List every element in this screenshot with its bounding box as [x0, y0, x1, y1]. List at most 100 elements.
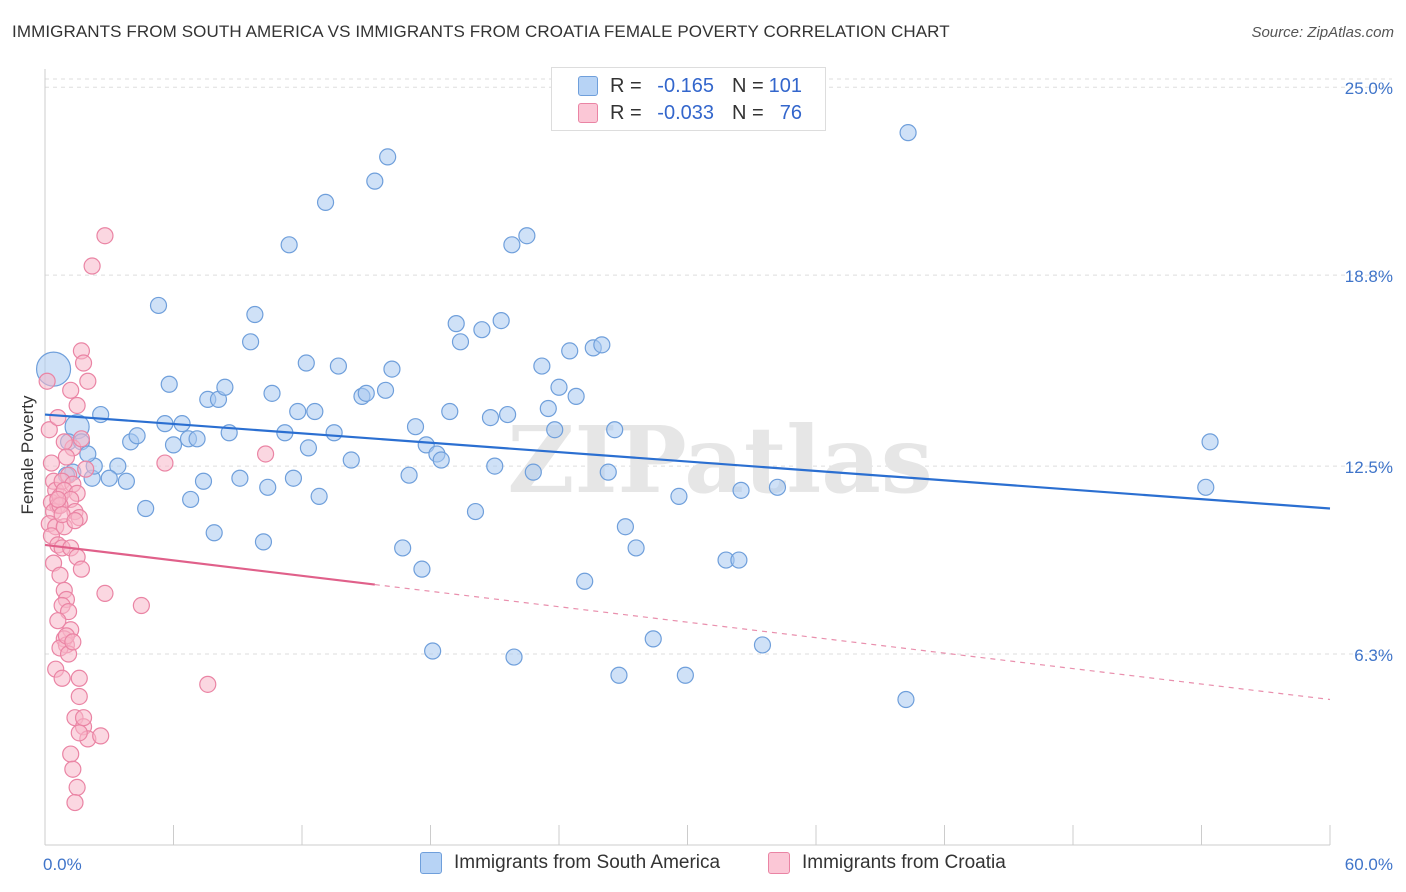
legend-label: Immigrants from South America — [454, 852, 721, 873]
blue-point — [160, 375, 178, 393]
legend-row-croatia: R = -0.033 N = 76 — [552, 101, 825, 125]
blue-point — [297, 354, 315, 372]
pink-point — [156, 454, 174, 472]
r-value: -0.165 — [657, 74, 714, 97]
blue-point — [644, 630, 662, 648]
legend-swatch-blue — [420, 852, 442, 874]
blue-point — [606, 421, 624, 439]
correlation-legend: R = -0.165 N = 101 R = -0.033 N = 76 — [551, 67, 826, 131]
blue-point — [466, 502, 485, 521]
blue-point — [117, 472, 135, 490]
blue-point — [451, 333, 470, 351]
blue-point — [550, 378, 568, 396]
pink-point — [62, 381, 80, 399]
pink-point — [57, 448, 76, 466]
blue-point — [357, 384, 375, 402]
blue-point — [524, 463, 542, 481]
blue-point — [92, 405, 110, 424]
blue-point — [259, 478, 277, 496]
legend-row-south-america: R = -0.165 N = 101 — [552, 74, 825, 98]
blue-point — [768, 478, 787, 496]
legend-swatch-pink — [578, 103, 598, 123]
blue-point — [576, 572, 594, 590]
blue-point — [400, 466, 418, 484]
blue-point — [1201, 433, 1219, 451]
blue-point — [546, 421, 564, 439]
blue-point — [492, 311, 510, 330]
blue-point — [79, 445, 97, 463]
blue-point — [182, 490, 200, 509]
blue-point — [505, 648, 523, 666]
pink-point — [53, 669, 71, 687]
blue-point — [299, 439, 318, 457]
blue-point — [109, 457, 127, 475]
trend-line — [44, 543, 375, 586]
pink-point — [66, 512, 84, 530]
pink-point — [70, 687, 88, 706]
blue-point — [897, 690, 915, 709]
blue-point — [610, 666, 628, 684]
blue-point — [441, 402, 459, 421]
series-legend: Immigrants from South America Immigrants… — [0, 852, 1406, 878]
blue-point — [432, 451, 450, 469]
blue-point — [499, 405, 517, 424]
n-value: 101 — [768, 74, 802, 97]
r-label: R = — [610, 74, 642, 97]
blue-point — [242, 333, 260, 351]
pink-point — [256, 445, 275, 463]
pink-point — [38, 372, 56, 390]
pink-point — [49, 612, 67, 630]
blue-point — [246, 305, 264, 324]
pink-point — [77, 460, 95, 478]
pink-point — [70, 669, 88, 687]
blue-point — [593, 336, 611, 354]
legend-item-south-america[interactable]: Immigrants from South America — [420, 852, 720, 874]
blue-point — [561, 342, 579, 360]
r-label: R = — [610, 101, 642, 124]
blue-point — [539, 399, 557, 418]
pink-point — [79, 372, 97, 390]
pink-point — [96, 227, 114, 245]
blue-point — [231, 469, 249, 487]
blue-point — [518, 227, 536, 245]
pink-point — [72, 430, 91, 448]
pink-point — [74, 709, 93, 727]
pink-point — [70, 724, 88, 742]
trend-line — [44, 413, 1331, 510]
pink-point — [51, 566, 69, 584]
blue-point — [194, 472, 213, 490]
chart-title: IMMIGRANTS FROM SOUTH AMERICA VS IMMIGRA… — [12, 22, 950, 41]
pink-point — [96, 584, 114, 603]
blue-point — [164, 436, 183, 454]
pink-point — [64, 760, 82, 778]
x-tick-label: 0.0% — [43, 855, 82, 874]
blue-point — [128, 427, 146, 445]
blue-point — [627, 539, 645, 557]
y-tick-label: 18.8% — [1345, 267, 1393, 286]
blue-point — [473, 321, 491, 339]
blue-point — [730, 551, 748, 569]
blue-point — [137, 499, 155, 518]
source-label: Source: ZipAtlas.com — [1251, 24, 1394, 41]
blue-point — [599, 463, 617, 481]
n-label: N = — [732, 101, 764, 124]
blue-point — [732, 481, 750, 499]
watermark: ZIPatlas — [507, 406, 932, 514]
legend-item-croatia[interactable]: Immigrants from Croatia — [768, 852, 1006, 874]
blue-point — [366, 172, 384, 190]
pink-point — [132, 596, 150, 615]
blue-point — [406, 418, 425, 436]
blue-point — [486, 457, 504, 475]
pink-point — [62, 745, 80, 763]
pink-point — [72, 560, 91, 578]
blue-point — [280, 236, 298, 254]
blue-point — [394, 539, 412, 557]
y-tick-label: 12.5% — [1345, 458, 1393, 477]
blue-point — [310, 487, 328, 506]
blue-point — [325, 424, 343, 442]
blue-point — [413, 560, 431, 578]
pink-point — [68, 778, 86, 797]
blue-point — [503, 236, 521, 254]
pink-point — [42, 454, 61, 472]
blue-point — [670, 487, 688, 506]
